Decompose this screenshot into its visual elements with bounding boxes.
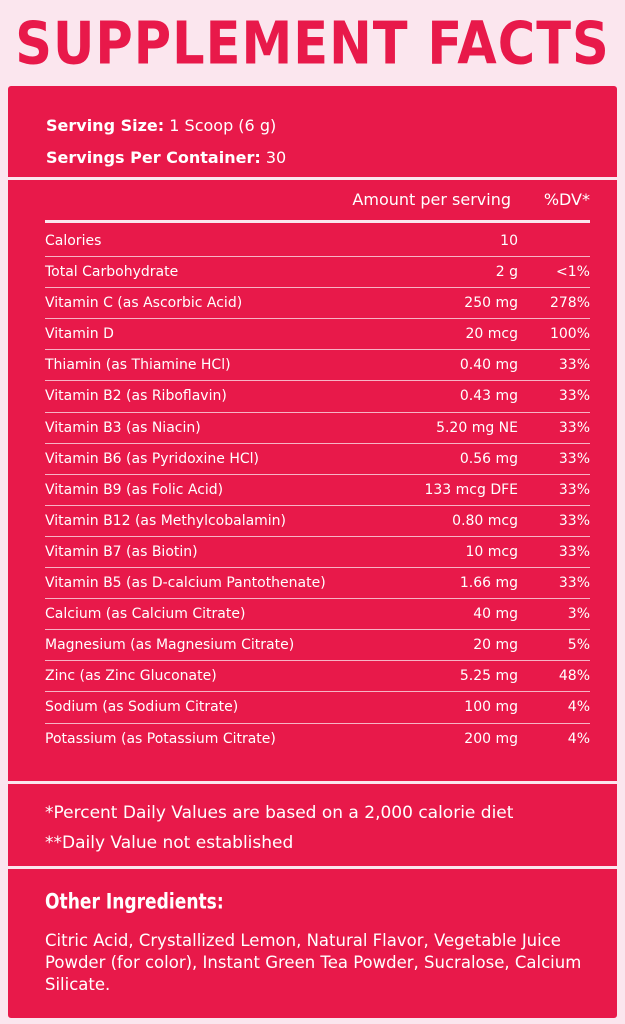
table-row: Vitamin B12 (as Methylcobalamin) 0.80 mcg… <box>45 506 590 537</box>
nutrient-table: Calories 10 Total Carbohydrate 2 g <1% Vitami… <box>45 226 590 754</box>
nutrient-name: Vitamin B2 (as Riboflavin) <box>45 388 227 405</box>
table-row: Calcium (as Calcium Citrate) 40 mg 3% <box>45 599 590 631</box>
header-dv: %DV* <box>543 190 590 209</box>
header-divider <box>45 220 590 223</box>
nutrient-name: Calories <box>45 233 102 249</box>
nutrient-dv: 33% <box>558 419 590 436</box>
table-row: Sodium (as Sodium Citrate) 100 mg 4% <box>45 692 590 724</box>
nutrient-dv: 33% <box>558 450 590 467</box>
nutrient-dv: 100% <box>549 326 590 343</box>
footnote-dv: *Percent Daily Values are based on a 2,0… <box>45 803 514 823</box>
nutrient-amount: 250 mg <box>464 295 518 312</box>
nutrient-dv: 33% <box>558 357 590 374</box>
table-row: Vitamin B7 (as Biotin) 10 mcg 33% <box>45 537 590 569</box>
table-row: Zinc (as Zinc Gluconate) 5.25 mg 48% <box>45 661 590 693</box>
table-row: Calories 10 <box>45 226 590 258</box>
table-row: Vitamin D 20 mcg 100% <box>45 319 590 351</box>
nutrient-name: Vitamin B5 (as D-calcium Pantothenate) <box>45 575 326 592</box>
nutrient-dv: 33% <box>558 512 590 529</box>
table-row: Vitamin C (as Ascorbic Acid) 250 mg 278% <box>45 288 590 320</box>
nutrient-amount: 0.43 mg <box>459 388 518 405</box>
nutrient-dv: 278% <box>549 295 590 312</box>
nutrient-amount: 5.25 mg <box>459 668 518 685</box>
nutrient-dv: 48% <box>558 668 590 685</box>
nutrient-dv: 33% <box>558 575 590 592</box>
serving-size-label: Serving Size: <box>46 116 165 135</box>
nutrient-amount: 133 mcg DFE <box>424 481 518 498</box>
nutrient-name: Total Carbohydrate <box>45 264 179 281</box>
nutrient-dv: 4% <box>567 730 590 747</box>
nutrient-dv: 33% <box>558 388 590 405</box>
table-row: Vitamin B9 (as Folic Acid) 133 mcg DFE 33% <box>45 475 590 506</box>
nutrient-amount: 200 mg <box>464 730 518 747</box>
table-row: Total Carbohydrate 2 g <1% <box>45 257 590 289</box>
serving-size-value: 1 Scoop (6 g) <box>169 116 277 135</box>
nutrient-name: Vitamin B12 (as Methylcobalamin) <box>45 512 287 529</box>
table-row: Vitamin B6 (as Pyridoxine HCl) 0.56 mg 33% <box>45 444 590 475</box>
nutrient-amount: 0.40 mg <box>459 357 518 374</box>
nutrient-amount: 5.20 mg NE <box>436 419 518 436</box>
nutrient-name: Vitamin B9 (as Folic Acid) <box>45 481 224 498</box>
nutrient-amount: 0.80 mcg <box>452 512 518 529</box>
nutrient-name: Thiamin (as Thiamine HCl) <box>45 357 231 374</box>
nutrient-name: Zinc (as Zinc Gluconate) <box>45 668 217 685</box>
other-ingredients-text: Citric Acid, Crystallized Lemon, Natural… <box>45 931 582 994</box>
divider <box>8 866 617 869</box>
nutrient-name: Calcium (as Calcium Citrate) <box>45 606 246 623</box>
footnotes: *Percent Daily Values are based on a 2,0… <box>45 798 513 858</box>
table-row: Magnesium (as Magnesium Citrate) 20 mg 5% <box>45 630 590 662</box>
table-header: Amount per serving %DV* <box>8 190 617 216</box>
nutrient-name: Vitamin D <box>45 326 114 343</box>
nutrient-amount: 20 mcg <box>465 326 519 343</box>
servings-per-container-label: Servings Per Container: <box>46 148 261 167</box>
nutrient-dv: 33% <box>558 481 590 498</box>
nutrient-name: Magnesium (as Magnesium Citrate) <box>45 637 295 654</box>
nutrient-amount: 1.66 mg <box>459 575 518 592</box>
nutrient-name: Vitamin C (as Ascorbic Acid) <box>45 295 243 312</box>
nutrient-amount: 100 mg <box>464 699 518 716</box>
page-title: SUPPLEMENT FACTS <box>15 10 610 78</box>
other-ingredients-title: Other Ingredients: <box>45 890 224 915</box>
facts-panel: Serving Size: 1 Scoop (6 g) Servings Per… <box>8 86 617 1018</box>
nutrient-dv: <1% <box>556 264 590 281</box>
divider <box>8 177 617 180</box>
nutrient-dv: 33% <box>558 543 590 560</box>
table-row: Vitamin B3 (as Niacin) 5.20 mg NE 33% <box>45 413 590 444</box>
nutrient-amount: 10 mcg <box>465 543 519 560</box>
nutrient-dv: 3% <box>567 606 590 623</box>
nutrient-amount: 2 g <box>495 264 518 281</box>
serving-info: Serving Size: 1 Scoop (6 g) Servings Per… <box>46 110 286 174</box>
nutrient-name: Vitamin B6 (as Pyridoxine HCl) <box>45 450 259 467</box>
nutrient-name: Sodium (as Sodium Citrate) <box>45 699 239 716</box>
servings-per-container-value: 30 <box>265 148 287 167</box>
nutrient-dv: 5% <box>567 637 590 654</box>
nutrient-name: Vitamin B3 (as Niacin) <box>45 419 201 436</box>
nutrient-amount: 20 mg <box>473 637 518 654</box>
nutrient-amount: 10 <box>500 233 518 249</box>
serving-size: Serving Size: 1 Scoop (6 g) <box>46 110 286 142</box>
divider <box>8 781 617 784</box>
header-amount: Amount per serving <box>352 190 511 209</box>
table-row: Vitamin B5 (as D-calcium Pantothenate) 1.… <box>45 568 590 600</box>
nutrient-amount: 40 mg <box>473 606 518 623</box>
nutrient-dv: 4% <box>567 699 590 716</box>
nutrient-amount: 0.56 mg <box>459 450 518 467</box>
table-row: Potassium (as Potassium Citrate) 200 mg 4% <box>45 724 590 754</box>
footnote-not-established: **Daily Value not established <box>45 833 294 853</box>
nutrient-name: Potassium (as Potassium Citrate) <box>45 730 276 747</box>
servings-per-container: Servings Per Container: 30 <box>46 142 286 174</box>
table-row: Vitamin B2 (as Riboflavin) 0.43 mg 33% <box>45 381 590 413</box>
nutrient-name: Vitamin B7 (as Biotin) <box>45 543 198 560</box>
table-row: Thiamin (as Thiamine HCl) 0.40 mg 33% <box>45 350 590 382</box>
